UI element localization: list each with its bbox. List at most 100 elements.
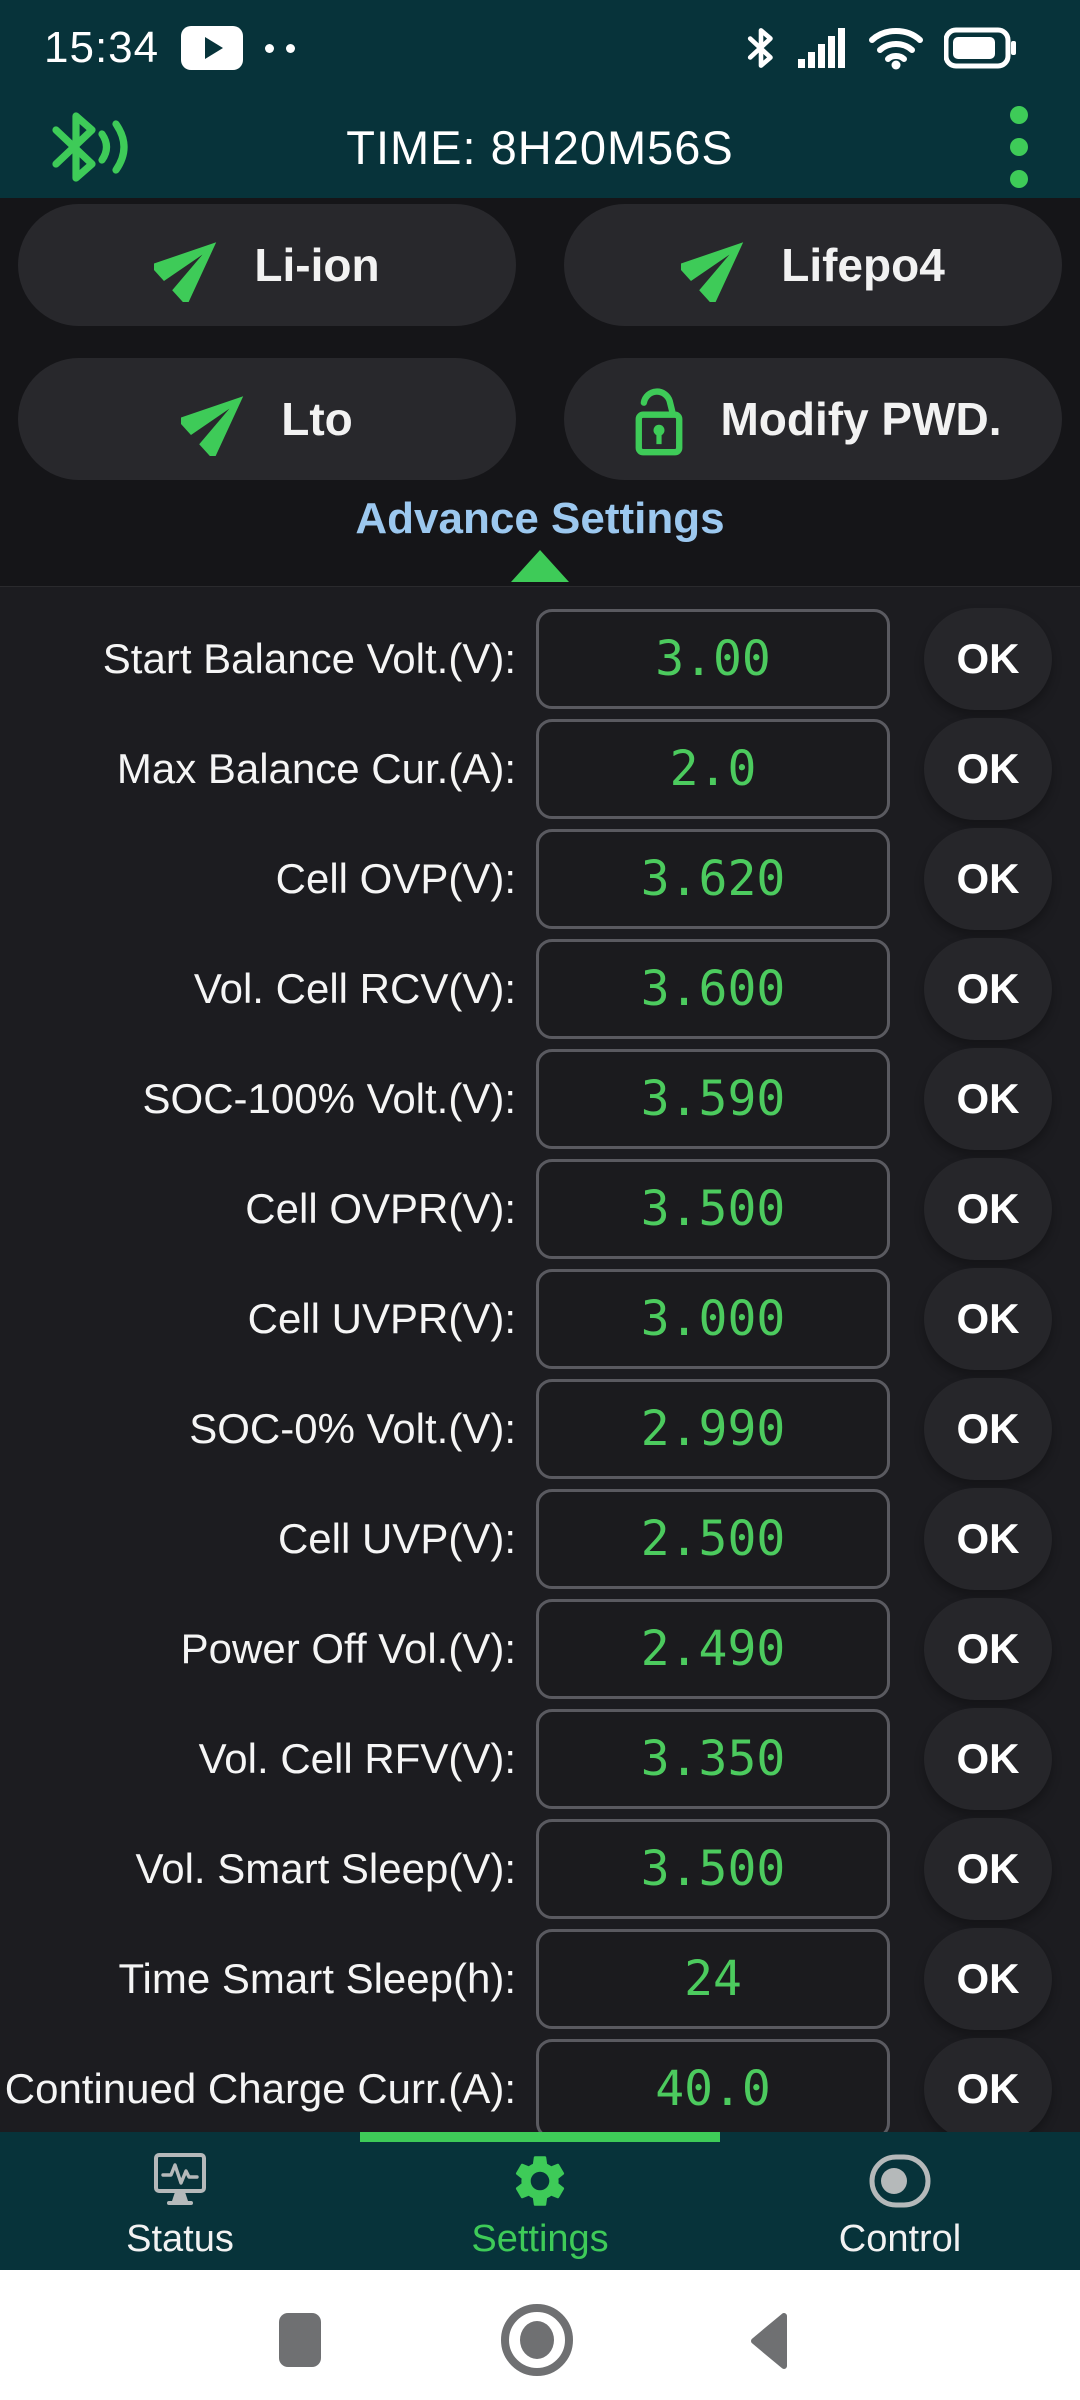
settings-row: Cell OVP(V): 3.620 OK bbox=[0, 824, 1080, 934]
setting-label: Cell UVPR(V): bbox=[247, 1295, 516, 1342]
send-plane-icon bbox=[181, 382, 255, 456]
toggle-icon bbox=[868, 2150, 932, 2212]
unlock-icon bbox=[624, 380, 694, 458]
ok-button[interactable]: OK bbox=[924, 938, 1052, 1040]
ok-button[interactable]: OK bbox=[924, 1928, 1052, 2030]
settings-row: Power Off Vol.(V): 2.490 OK bbox=[0, 1594, 1080, 1704]
home-circle-icon[interactable] bbox=[501, 2304, 573, 2376]
recents-square-icon[interactable] bbox=[279, 2313, 321, 2367]
ok-button[interactable]: OK bbox=[924, 608, 1052, 710]
advance-settings-link[interactable]: Advance Settings bbox=[355, 494, 725, 543]
setting-value-input[interactable]: 2.500 bbox=[536, 1489, 890, 1589]
tab-settings[interactable]: Settings bbox=[360, 2132, 720, 2270]
setting-value-input[interactable]: 3.590 bbox=[536, 1049, 890, 1149]
setting-label: Cell UVP(V): bbox=[277, 1515, 516, 1562]
setting-value-input[interactable]: 3.500 bbox=[536, 1819, 890, 1919]
setting-label: Max Balance Cur.(A): bbox=[116, 745, 516, 792]
settings-row: Cell UVP(V): 2.500 OK bbox=[0, 1484, 1080, 1594]
ok-button[interactable]: OK bbox=[924, 718, 1052, 820]
setting-value-input[interactable]: 3.500 bbox=[536, 1159, 890, 1259]
status-bar: 15:34 bbox=[0, 0, 1080, 96]
setting-label: Power Off Vol.(V): bbox=[180, 1625, 516, 1672]
setting-value-input[interactable]: 40.0 bbox=[536, 2039, 890, 2132]
settings-row: Time Smart Sleep(h): 24 OK bbox=[0, 1924, 1080, 2034]
quick-button-label: Li-ion bbox=[254, 239, 380, 291]
setting-value-input[interactable]: 2.0 bbox=[536, 719, 890, 819]
ok-button[interactable]: OK bbox=[924, 828, 1052, 930]
wifi-icon bbox=[869, 28, 923, 70]
setting-value-input[interactable]: 3.600 bbox=[536, 939, 890, 1039]
tab-label: Settings bbox=[471, 2218, 609, 2260]
setting-label: Vol. Cell RFV(V): bbox=[198, 1735, 516, 1782]
youtube-notification-icon bbox=[181, 26, 244, 70]
tab-label: Control bbox=[838, 2218, 962, 2260]
quick-button-label: Modify PWD. bbox=[720, 393, 1002, 445]
setting-value-input[interactable]: 3.00 bbox=[536, 609, 890, 709]
android-navigation-bar bbox=[0, 2270, 1080, 2400]
settings-row: Vol. Smart Sleep(V): 3.500 OK bbox=[0, 1814, 1080, 1924]
monitor-waveform-icon bbox=[151, 2150, 209, 2212]
tab-label: Status bbox=[126, 2218, 234, 2260]
battery-icon bbox=[944, 27, 1016, 69]
ok-button[interactable]: OK bbox=[924, 1268, 1052, 1370]
advance-settings-section: Advance Settings bbox=[0, 486, 1080, 586]
setting-label: Time Smart Sleep(h): bbox=[118, 1955, 516, 2002]
ok-button[interactable]: OK bbox=[924, 1708, 1052, 1810]
bluetooth-icon bbox=[747, 28, 773, 68]
setting-label: Start Balance Volt.(V): bbox=[102, 635, 516, 682]
setting-label: Cell OVP(V): bbox=[275, 855, 516, 902]
ok-button[interactable]: OK bbox=[924, 1158, 1052, 1260]
ok-button[interactable]: OK bbox=[924, 1378, 1052, 1480]
settings-row: Cell UVPR(V): 3.000 OK bbox=[0, 1264, 1080, 1374]
lto-button[interactable]: Lto bbox=[18, 358, 516, 480]
setting-value-input[interactable]: 3.620 bbox=[536, 829, 890, 929]
ok-button[interactable]: OK bbox=[924, 2038, 1052, 2132]
page-title: TIME: 8H20M56S bbox=[346, 120, 734, 174]
settings-row: SOC-0% Volt.(V): 2.990 OK bbox=[0, 1374, 1080, 1484]
settings-row: Cell OVPR(V): 3.500 OK bbox=[0, 1154, 1080, 1264]
lifepo4-button[interactable]: Lifepo4 bbox=[564, 204, 1062, 326]
clock: 15:34 bbox=[44, 23, 160, 72]
li-ion-button[interactable]: Li-ion bbox=[18, 204, 516, 326]
notification-dots-icon bbox=[265, 43, 296, 53]
ok-button[interactable]: OK bbox=[924, 1818, 1052, 1920]
app-bar: TIME: 8H20M56S bbox=[0, 96, 1080, 198]
back-triangle-icon[interactable] bbox=[748, 2310, 790, 2372]
settings-row: Start Balance Volt.(V): 3.00 OK bbox=[0, 604, 1080, 714]
setting-value-input[interactable]: 3.000 bbox=[536, 1269, 890, 1369]
modify-password-button[interactable]: Modify PWD. bbox=[564, 358, 1062, 480]
battery-type-button-grid: Li-ion Lifepo4 Lto Modify PWD. bbox=[0, 198, 1080, 486]
tab-status[interactable]: Status bbox=[0, 2132, 360, 2270]
quick-button-label: Lifepo4 bbox=[781, 239, 945, 291]
ok-button[interactable]: OK bbox=[924, 1598, 1052, 1700]
setting-value-input[interactable]: 2.990 bbox=[536, 1379, 890, 1479]
send-plane-icon bbox=[681, 228, 755, 302]
setting-label: SOC-100% Volt.(V): bbox=[142, 1075, 516, 1122]
send-plane-icon bbox=[154, 228, 228, 302]
setting-label: SOC-0% Volt.(V): bbox=[189, 1405, 516, 1452]
bluetooth-connected-icon[interactable] bbox=[48, 104, 144, 195]
signal-icon bbox=[798, 28, 845, 68]
setting-value-input[interactable]: 2.490 bbox=[536, 1599, 890, 1699]
setting-value-input[interactable]: 24 bbox=[536, 1929, 890, 2029]
setting-label: Continued Charge Curr.(A): bbox=[4, 2065, 516, 2112]
ok-button[interactable]: OK bbox=[924, 1488, 1052, 1590]
active-tab-indicator bbox=[360, 2132, 720, 2142]
settings-row: Max Balance Cur.(A): 2.0 OK bbox=[0, 714, 1080, 824]
setting-label: Vol. Smart Sleep(V): bbox=[135, 1845, 516, 1892]
overflow-menu-icon[interactable] bbox=[1010, 96, 1028, 198]
settings-row: Continued Charge Curr.(A): 40.0 OK bbox=[0, 2034, 1080, 2132]
gear-icon bbox=[509, 2150, 571, 2212]
settings-row: Vol. Cell RCV(V): 3.600 OK bbox=[0, 934, 1080, 1044]
setting-label: Vol. Cell RCV(V): bbox=[193, 965, 516, 1012]
settings-row: Vol. Cell RFV(V): 3.350 OK bbox=[0, 1704, 1080, 1814]
ok-button[interactable]: OK bbox=[924, 1048, 1052, 1150]
settings-list: Start Balance Volt.(V): 3.00 OK Max Bala… bbox=[0, 586, 1080, 2132]
setting-value-input[interactable]: 3.350 bbox=[536, 1709, 890, 1809]
setting-label: Cell OVPR(V): bbox=[245, 1185, 516, 1232]
bottom-navigation: Status Settings Control bbox=[0, 2132, 1080, 2270]
collapse-up-triangle-icon[interactable] bbox=[511, 550, 569, 582]
tab-control[interactable]: Control bbox=[720, 2132, 1080, 2270]
quick-button-label: Lto bbox=[281, 393, 353, 445]
